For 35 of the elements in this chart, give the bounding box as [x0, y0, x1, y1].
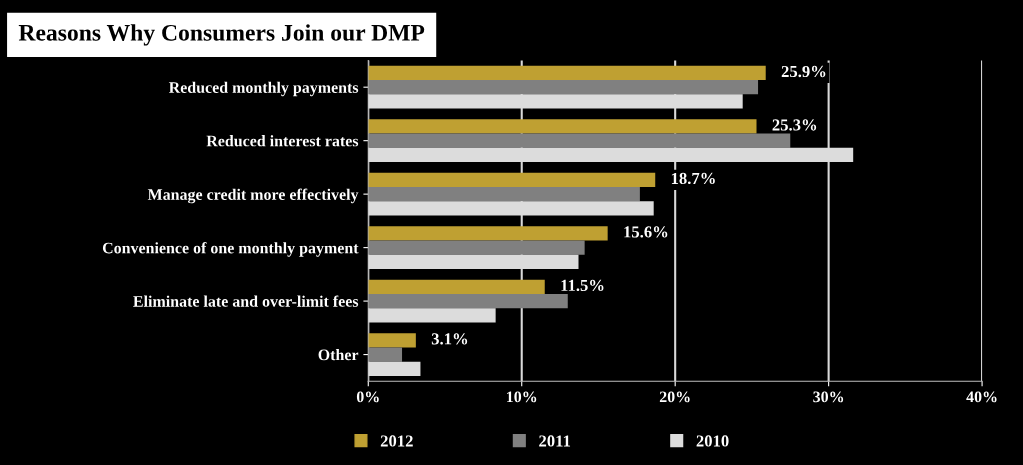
- bar: [368, 119, 757, 134]
- bar: [368, 187, 640, 202]
- bar: [368, 347, 403, 362]
- legend-label: 2012: [380, 435, 413, 447]
- chart-title: Reasons Why Consumers Join our DMP: [18, 24, 425, 46]
- x-tick-label: 40%: [966, 391, 997, 403]
- bar: [368, 65, 766, 81]
- bar: [368, 361, 421, 376]
- bar: [368, 133, 791, 148]
- y-tick-label: Manage credit more effectively: [147, 188, 359, 204]
- data-label: 25.3%: [772, 119, 817, 131]
- legend-label: 2010: [696, 435, 729, 447]
- data-label: 11.5%: [561, 279, 604, 292]
- bar: [368, 172, 656, 188]
- bar: [368, 293, 568, 309]
- y-tick-label: Convenience of one monthly payment: [102, 241, 359, 257]
- legend-label: 2011: [539, 435, 571, 447]
- y-tick-label: Reduced interest rates: [206, 135, 359, 147]
- x-tick-label: 20%: [659, 391, 690, 403]
- x-tick-label: 0%: [356, 391, 379, 403]
- bar: [368, 240, 585, 255]
- data-label: 15.6%: [624, 226, 668, 238]
- bar: [368, 308, 496, 323]
- data-label: 25.9%: [781, 65, 826, 78]
- bar: [368, 226, 608, 241]
- data-label: 18.7%: [671, 172, 715, 185]
- bar: [368, 279, 545, 294]
- data-label: 3.1%: [431, 333, 468, 345]
- y-tick-label: Reduced monthly payments: [168, 81, 359, 97]
- x-tick-label: 30%: [813, 391, 844, 403]
- x-tick-label: 10%: [507, 391, 537, 403]
- bar: [368, 80, 759, 95]
- bar: [368, 333, 416, 348]
- y-tick-label: Eliminate late and over-limit fees: [133, 295, 359, 307]
- y-tick-label: Other: [318, 349, 359, 361]
